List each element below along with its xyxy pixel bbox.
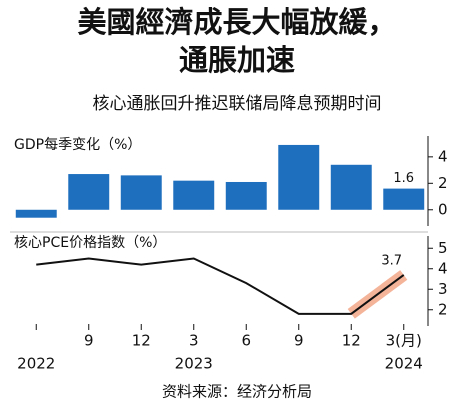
y-tick-label: 4 [438, 259, 448, 277]
y-tick-label: 2 [438, 174, 448, 192]
year-label: 2022 [17, 355, 55, 373]
bar [120, 175, 162, 210]
panel-title: 核心PCE价格指数（%） [14, 235, 166, 251]
y-tick-label: 4 [438, 147, 448, 165]
subtitle: 核心通胀回升推迟联储局降息预期时间 [93, 94, 382, 114]
y-tick-label: 2 [438, 300, 448, 318]
x-tick-label: 12 [342, 332, 361, 350]
bar [68, 174, 110, 210]
bar [383, 188, 425, 210]
x-tick-label: 3 [189, 332, 199, 350]
value-label: 1.6 [393, 171, 414, 186]
title-line: 美國經濟成長大幅放緩， [77, 5, 396, 39]
year-label: 2023 [175, 355, 213, 373]
value-label: 3.7 [381, 253, 402, 268]
y-tick-label: 3 [438, 280, 448, 298]
x-tick-label: 9 [294, 332, 304, 350]
panel-title: GDP每季变化（%） [14, 137, 141, 153]
x-tick-label: 9 [84, 332, 94, 350]
y-tick-label: 0 [438, 200, 448, 218]
bar [15, 209, 57, 218]
bar [173, 180, 215, 210]
x-tick-label: 6 [241, 332, 251, 350]
x-tick-label: 3(月) [386, 332, 422, 350]
bar [330, 164, 372, 210]
y-tick-label: 5 [438, 239, 448, 257]
year-label: 2024 [385, 355, 423, 373]
title-line: 通脹加速 [179, 43, 295, 77]
x-tick-label: 12 [132, 332, 151, 350]
source: 资料来源：经济分析局 [162, 383, 312, 401]
line [36, 257, 405, 315]
bar [278, 144, 320, 210]
bar [225, 181, 267, 210]
